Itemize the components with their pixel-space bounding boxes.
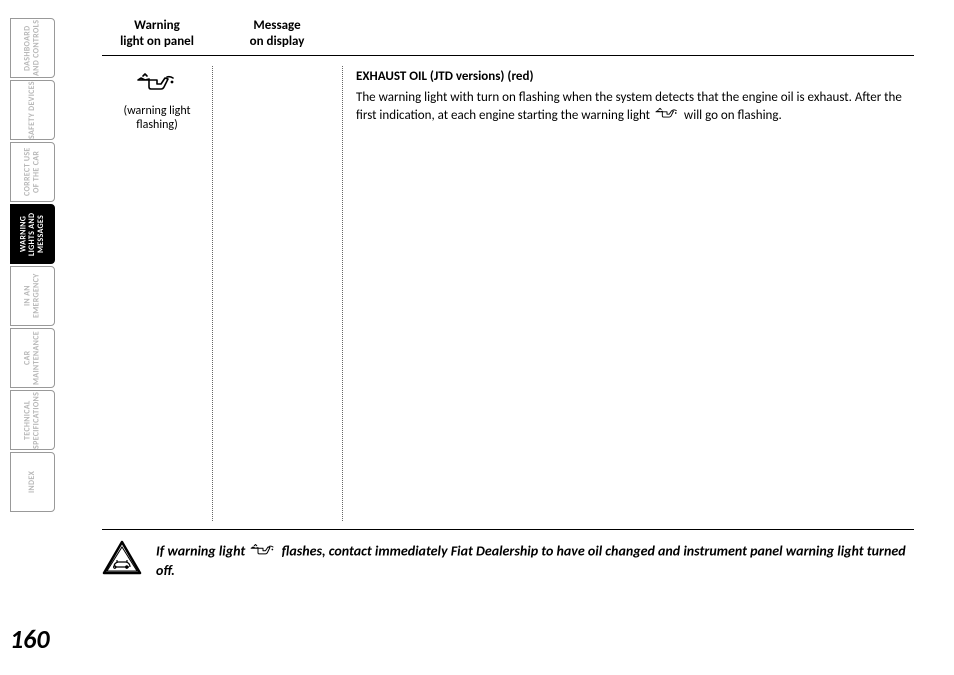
side-tabs: DASHBOARD AND CONTROLS SAFETY DEVICES CO… (10, 18, 55, 512)
note-part1: If warning light (156, 543, 248, 560)
header-warning-light: Warning light on panel (102, 18, 212, 49)
desc-part2: will go on flashing. (684, 108, 782, 123)
cell-message (212, 66, 342, 521)
warning-triangle-icon (102, 540, 142, 581)
header-col1-l2: light on panel (120, 34, 194, 49)
tab-safety[interactable]: SAFETY DEVICES (10, 80, 55, 140)
tab-index[interactable]: INDEX (10, 452, 55, 512)
table-body: (warning light flashing) EXHAUST OIL (JT… (102, 66, 914, 521)
tab-correct-use[interactable]: CORRECT USE OF THE CAR (10, 142, 55, 202)
header-col2-l2: on display (250, 34, 305, 49)
header-col2-l1: Message (253, 18, 300, 33)
flashing-note: (warning light flashing) (108, 104, 206, 132)
note-text: If warning light flashes, contact immedi… (156, 540, 914, 580)
page-number: 160 (10, 623, 50, 655)
desc-body: The warning light with turn on flashing … (356, 89, 910, 126)
divider-1 (212, 66, 213, 521)
oil-can-icon (135, 70, 179, 98)
header-message: Message on display (212, 18, 342, 49)
tab-maintenance[interactable]: CAR MAINTENANCE (10, 328, 55, 388)
oil-can-icon-note (248, 542, 278, 562)
tab-dashboard[interactable]: DASHBOARD AND CONTROLS (10, 18, 55, 78)
desc-title: EXHAUST OIL (JTD versions) (red) (356, 68, 910, 86)
header-col1-l1: Warning (134, 18, 180, 33)
table-header: Warning light on panel Message on displa… (102, 18, 914, 56)
cell-description: EXHAUST OIL (JTD versions) (red) The war… (342, 66, 914, 521)
divider-2 (342, 66, 343, 521)
tab-emergency[interactable]: IN AN EMERGENCY (10, 266, 55, 326)
main-content: Warning light on panel Message on displa… (62, 18, 954, 581)
cell-warning-light: (warning light flashing) (102, 66, 212, 521)
oil-can-icon-inline (653, 106, 681, 126)
desc-part1: The warning light with turn on flashing … (356, 90, 902, 123)
tab-technical[interactable]: TECHNICAL SPECIFICATIONS (10, 390, 55, 450)
warning-note: If warning light flashes, contact immedi… (102, 529, 914, 581)
tab-warning-lights[interactable]: WARNING LIGHTS AND MESSAGES (10, 204, 55, 264)
